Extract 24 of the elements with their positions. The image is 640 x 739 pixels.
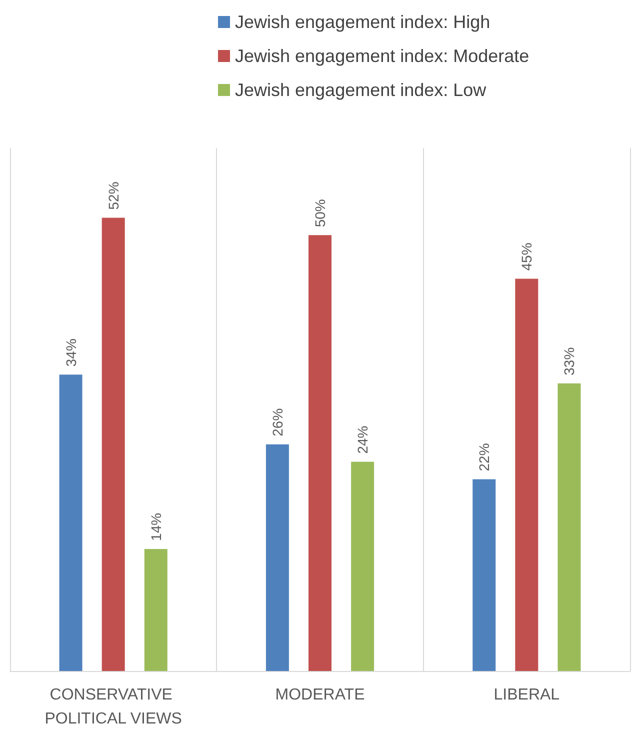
x-tick-label: CONSERVATIVE POLITICAL VIEWS xyxy=(44,686,182,728)
data-label: 45% xyxy=(518,242,535,271)
data-label: 34% xyxy=(62,338,79,367)
data-label: 52% xyxy=(105,182,122,210)
data-label: 14% xyxy=(148,512,164,541)
data-label: 26% xyxy=(269,408,286,436)
data-label: 22% xyxy=(476,443,492,472)
bar xyxy=(515,278,538,671)
data-label: 33% xyxy=(561,347,578,376)
legend-label: Jewish engagement index: High xyxy=(235,12,490,32)
bar xyxy=(308,235,332,671)
x-tick-label: MODERATE xyxy=(275,686,365,704)
bar xyxy=(558,383,581,671)
bar xyxy=(351,462,374,671)
x-tick-label: LIBERAL xyxy=(494,686,560,704)
legend-label: Jewish engagement index: Moderate xyxy=(235,46,530,66)
bar xyxy=(144,548,168,671)
data-label: 50% xyxy=(312,199,328,228)
bar xyxy=(102,218,125,671)
data-label: 24% xyxy=(354,426,371,454)
legend-label: Jewish engagement index: Low xyxy=(235,80,488,100)
bar xyxy=(266,444,289,671)
bar xyxy=(472,479,496,671)
bar xyxy=(59,374,82,671)
